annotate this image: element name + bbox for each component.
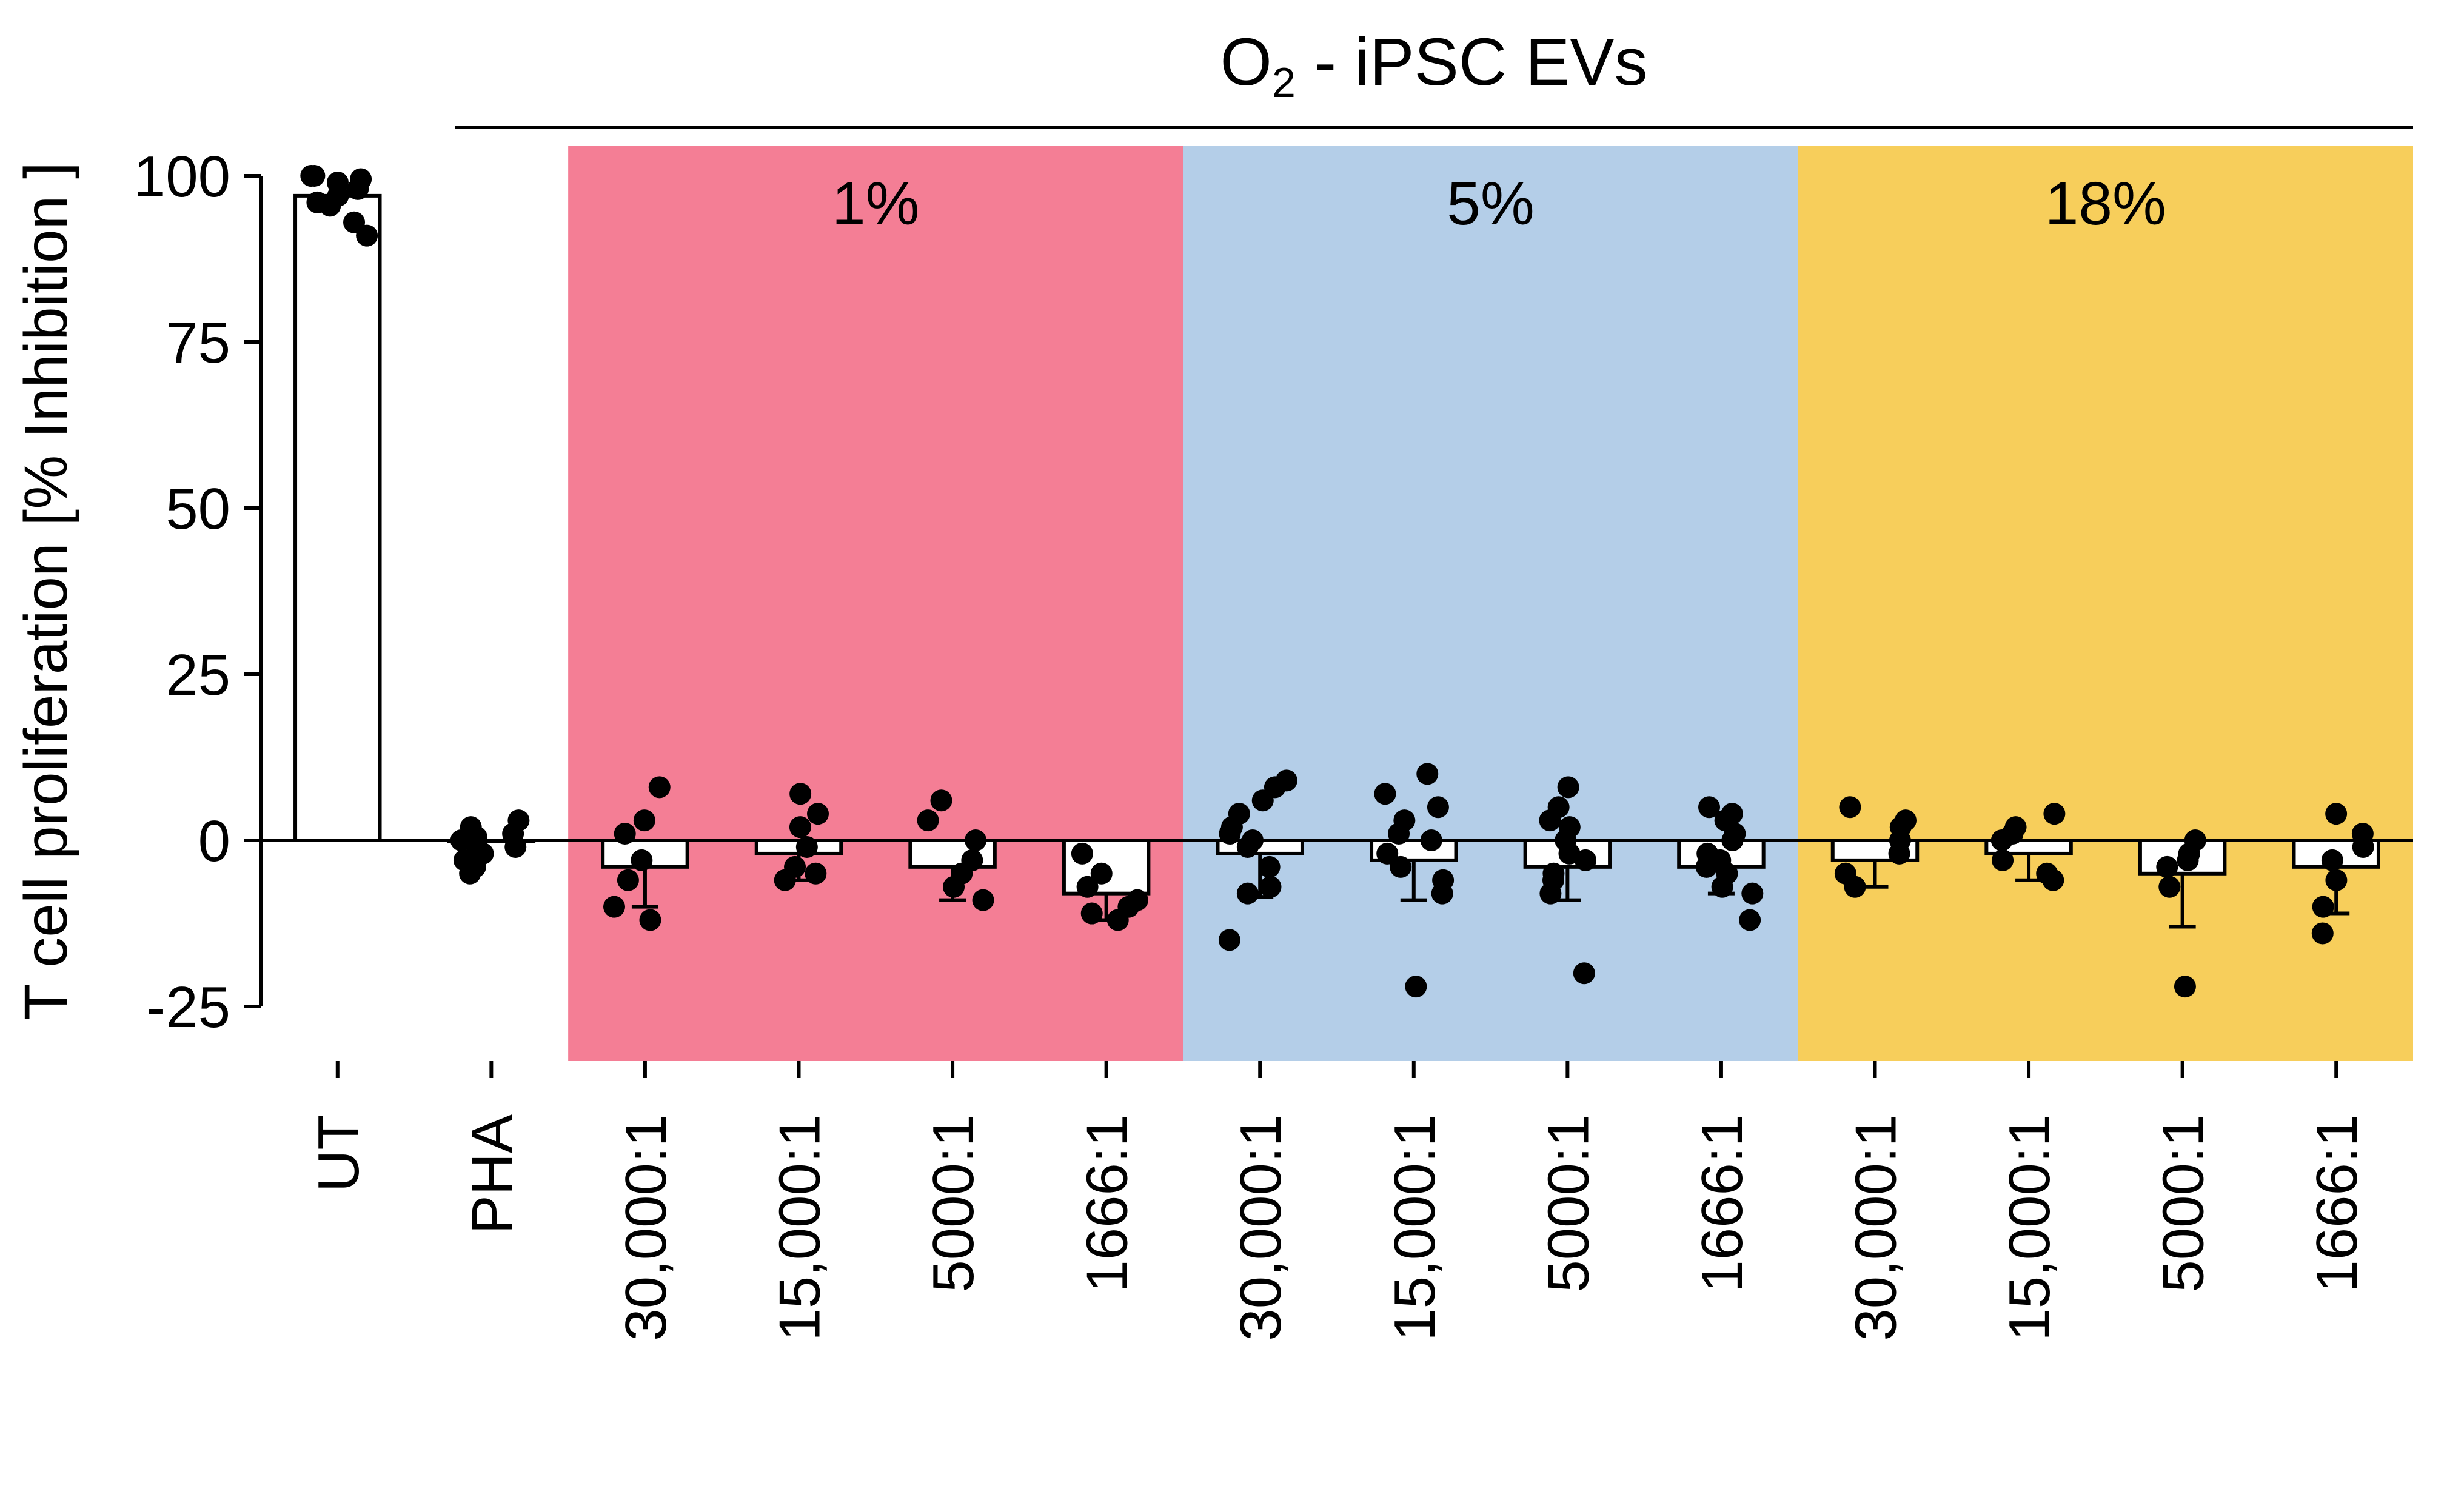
y-tick-label: 50 [166, 477, 230, 541]
x-tick-label: 1666:1 [1075, 1114, 1140, 1293]
data-point [2158, 876, 2180, 898]
x-tick-label: 5000:1 [921, 1114, 986, 1293]
data-point [2325, 869, 2347, 891]
data-point [1107, 909, 1129, 931]
data-point [774, 869, 796, 891]
x-tick-label: UT [306, 1114, 371, 1192]
region-label: 5% [1447, 170, 1535, 238]
data-point [1539, 809, 1561, 831]
data-point [2156, 856, 2178, 878]
data-point [1427, 796, 1449, 818]
x-tick-label: 15,000:1 [768, 1114, 832, 1341]
x-tick-label: 1666:1 [2305, 1114, 2369, 1293]
data-point [614, 823, 636, 845]
data-point [1558, 776, 1579, 798]
data-point [1741, 883, 1763, 905]
y-axis-label: T cell proliferation [% Inhibition ] [12, 162, 80, 1020]
data-point [1889, 843, 1910, 865]
data-point [300, 165, 322, 187]
region-bg [1183, 146, 1798, 1061]
data-point [1573, 962, 1595, 984]
data-point [1071, 843, 1093, 865]
region-label: 18% [2045, 170, 2166, 238]
data-point [1388, 823, 1410, 845]
chart-header: O2 - iPSC EVs [1220, 25, 1647, 106]
data-point [356, 225, 378, 247]
chart-root: O2 - iPSC EVs 1% 5% 18% -25 0 25 50 75 100 T cell … [0, 0, 2464, 1500]
data-point [2177, 849, 2199, 871]
x-tick-label: 5000:1 [2151, 1114, 2216, 1293]
data-point [789, 816, 811, 838]
data-point [1390, 856, 1411, 878]
data-point [1077, 876, 1099, 898]
y-tick-label: 25 [166, 643, 230, 708]
y-tick-label: 0 [198, 809, 230, 874]
data-point [2042, 869, 2064, 891]
data-point [617, 869, 639, 891]
data-point [631, 849, 652, 871]
data-point [2174, 976, 2196, 997]
data-point [805, 863, 826, 885]
data-point [943, 876, 965, 898]
data-point [2322, 849, 2343, 871]
data-point [2043, 803, 2065, 825]
data-point [1696, 856, 1718, 878]
data-point [634, 809, 655, 831]
y-tick-label: 75 [166, 310, 230, 375]
data-point [1431, 883, 1453, 905]
data-point [1739, 909, 1761, 931]
x-tick-label: PHA [460, 1114, 524, 1234]
data-point [1839, 796, 1861, 818]
y-tick-label: 100 [133, 144, 230, 209]
data-point [347, 178, 369, 200]
data-point [1712, 876, 1733, 898]
data-point [1405, 976, 1427, 997]
data-point [1252, 789, 1274, 811]
region-label: 1% [832, 170, 920, 238]
data-point [1991, 829, 2013, 851]
data-point [1259, 876, 1281, 898]
data-point [1575, 849, 1596, 871]
data-point [1844, 876, 1866, 898]
data-point [1421, 829, 1442, 851]
data-point [1219, 823, 1240, 845]
data-point [1237, 883, 1259, 905]
x-tick-label: 30,000:1 [1844, 1114, 1909, 1341]
data-point [2325, 803, 2347, 825]
y-tick-label: -25 [146, 975, 230, 1040]
chart-svg: O2 - iPSC EVs 1% 5% 18% -25 0 25 50 75 100 T cell … [0, 0, 2464, 1500]
data-point [1237, 836, 1259, 858]
x-tick-label: 30,000:1 [614, 1114, 678, 1341]
data-point [973, 889, 994, 911]
data-point [603, 896, 625, 918]
data-point [789, 783, 811, 805]
data-point [796, 836, 818, 858]
data-point [1992, 849, 2014, 871]
data-point [917, 809, 939, 831]
data-point [504, 836, 526, 858]
data-point [1259, 856, 1281, 878]
bar [295, 196, 380, 840]
x-tick-label: 15,000:1 [1997, 1114, 2062, 1341]
data-point [1416, 763, 1438, 785]
x-tick-label: 30,000:1 [1228, 1114, 1293, 1341]
data-point [807, 803, 829, 825]
data-point [639, 909, 661, 931]
data-point [965, 829, 986, 851]
data-point [459, 863, 481, 885]
data-point [319, 195, 341, 216]
data-point [2312, 922, 2334, 944]
data-point [1374, 783, 1396, 805]
x-tick-label: 5000:1 [1536, 1114, 1601, 1293]
data-point [1721, 829, 1743, 851]
x-tick-label: 1666:1 [1690, 1114, 1755, 1293]
x-tick-label: 15,000:1 [1382, 1114, 1447, 1341]
data-point [1219, 929, 1240, 951]
data-point [2312, 896, 2334, 918]
data-point [649, 776, 671, 798]
data-point [2352, 836, 2374, 858]
data-point [1539, 883, 1561, 905]
data-point [1081, 903, 1103, 925]
data-point [931, 789, 952, 811]
